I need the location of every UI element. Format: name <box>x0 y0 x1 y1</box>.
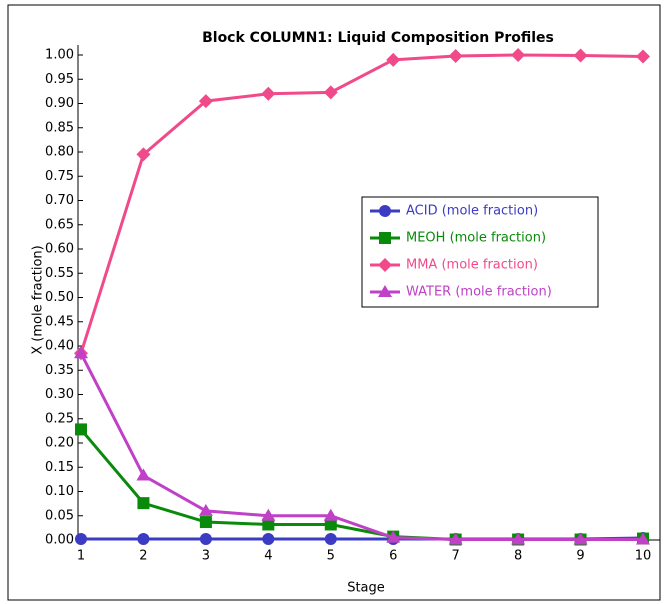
marker <box>511 48 526 62</box>
y-tick-label: 0.40 <box>45 339 74 354</box>
marker <box>379 232 391 244</box>
marker <box>136 147 151 162</box>
series-line <box>79 53 644 354</box>
y-tick-label: 0.10 <box>45 484 74 499</box>
marker <box>573 48 588 63</box>
marker <box>262 533 275 546</box>
marker <box>636 49 650 64</box>
marker <box>323 85 338 100</box>
marker <box>448 532 463 545</box>
y-tick-label: 0.60 <box>45 242 74 257</box>
marker <box>573 532 588 545</box>
x-tick-label: 10 <box>635 549 652 564</box>
marker <box>262 518 275 531</box>
y-tick-label: 1.00 <box>45 48 74 63</box>
y-tick-label: 0.80 <box>45 145 74 160</box>
marker <box>324 518 337 531</box>
marker <box>198 94 213 109</box>
y-tick-label: 0.55 <box>45 266 74 281</box>
marker <box>261 86 276 101</box>
y-tick-label: 0.95 <box>45 72 74 87</box>
y-tick-label: 0.25 <box>45 411 74 426</box>
x-tick-label: 3 <box>202 549 210 564</box>
marker <box>75 533 87 546</box>
legend-label: ACID (mole fraction) <box>406 204 538 219</box>
x-tick-label: 6 <box>389 549 397 564</box>
y-tick-label: 0.75 <box>45 169 74 184</box>
x-tick-label: 7 <box>452 549 460 564</box>
marker <box>198 503 213 516</box>
y-tick-label: 0.30 <box>45 387 74 402</box>
marker <box>511 532 526 545</box>
marker <box>137 497 150 510</box>
marker <box>199 516 212 529</box>
y-axis-label: X (mole fraction) <box>31 245 46 354</box>
marker <box>199 533 212 546</box>
y-tick-label: 0.05 <box>45 508 74 523</box>
y-tick-label: 0.50 <box>45 290 74 305</box>
chart-title: Block COLUMN1: Liquid Composition Profil… <box>202 30 554 46</box>
marker <box>378 258 392 272</box>
marker <box>261 508 276 521</box>
y-tick-label: 0.90 <box>45 96 74 111</box>
marker <box>136 468 151 481</box>
marker <box>74 346 88 359</box>
y-tick-label: 0.45 <box>45 314 74 329</box>
y-tick-label: 0.70 <box>45 193 74 208</box>
legend-label: MMA (mole fraction) <box>406 258 538 273</box>
marker <box>386 530 401 543</box>
legend-box <box>361 196 599 308</box>
x-tick-label: 9 <box>576 549 584 564</box>
marker <box>379 205 391 217</box>
marker <box>324 533 337 546</box>
y-tick-label: 0.15 <box>45 460 74 475</box>
marker <box>323 508 338 521</box>
x-tick-label: 8 <box>514 549 522 564</box>
series-line <box>79 352 643 542</box>
x-tick-label: 2 <box>139 549 147 564</box>
legend-label: MEOH (mole fraction) <box>406 231 546 246</box>
marker <box>636 532 650 545</box>
marker <box>137 533 150 546</box>
y-tick-label: 0.65 <box>45 217 74 232</box>
y-tick-label: 0.35 <box>45 363 74 378</box>
legend-label: WATER (mole fraction) <box>406 285 552 300</box>
x-tick-label: 1 <box>77 549 85 564</box>
y-tick-label: 0.00 <box>45 533 74 548</box>
marker <box>378 285 392 297</box>
y-tick-label: 0.85 <box>45 120 74 135</box>
x-tick-label: 4 <box>264 549 272 564</box>
x-axis-label: Stage <box>347 581 385 596</box>
marker <box>75 423 87 436</box>
x-tick-label: 5 <box>327 549 335 564</box>
marker <box>386 52 401 67</box>
marker <box>448 48 463 63</box>
y-tick-label: 0.20 <box>45 436 74 451</box>
